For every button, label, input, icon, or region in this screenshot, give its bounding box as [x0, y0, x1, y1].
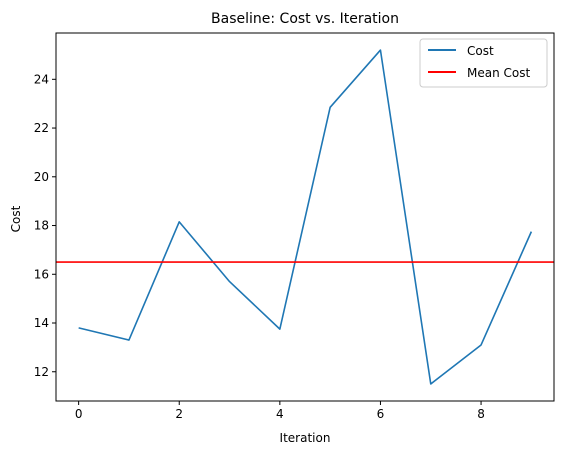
y-tick-label: 14	[34, 316, 49, 330]
y-tick-label: 12	[34, 365, 49, 379]
x-tick-label: 6	[377, 407, 385, 421]
legend-label-mean-cost: Mean Cost	[467, 66, 530, 80]
axes-frame	[55, 32, 555, 402]
y-tick-label: 20	[34, 170, 49, 184]
y-tick-label: 18	[34, 219, 49, 233]
y-axis-label: Cost	[9, 205, 23, 232]
x-tick-label: 0	[75, 407, 83, 421]
legend-label-cost: Cost	[467, 44, 494, 58]
chart-title: Baseline: Cost vs. Iteration	[211, 11, 399, 27]
x-tick-label: 2	[175, 407, 183, 421]
legend: Cost Mean Cost	[419, 38, 548, 88]
x-tick-label: 4	[276, 407, 284, 421]
y-tick-label: 22	[34, 121, 49, 135]
y-tick-label: 24	[34, 72, 49, 86]
x-tick-label: 8	[477, 407, 485, 421]
cost-series-line	[78, 49, 533, 385]
y-tick-label: 16	[34, 267, 49, 281]
x-axis-label: Iteration	[280, 431, 331, 445]
